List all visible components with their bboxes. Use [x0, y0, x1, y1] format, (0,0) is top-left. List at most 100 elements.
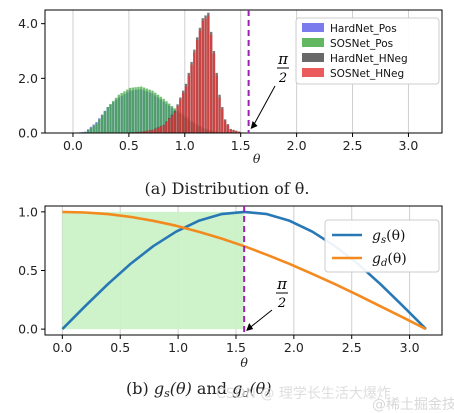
hist-bar: [204, 18, 207, 134]
hist-bar: [103, 111, 107, 133]
legend-label-base: g: [372, 228, 381, 244]
legend-label-sub: s: [381, 235, 386, 246]
legend-label-sub: d: [381, 258, 387, 269]
legend-label: gs(θ): [372, 228, 405, 246]
x-tick-label: 3.0: [399, 138, 419, 153]
y-tick-label: 0.0: [18, 126, 38, 141]
legend: [295, 17, 440, 85]
legend-label-arg: (θ): [386, 228, 405, 244]
annotation-denominator: 2: [277, 296, 286, 311]
watermark-small: @稀土掘金技术社区: [372, 397, 454, 413]
hist-bar: [89, 127, 93, 133]
hist-bar: [187, 75, 190, 133]
hist-bar: [100, 115, 104, 133]
caption-b-prefix: (b): [126, 379, 154, 398]
hist-bar: [142, 87, 146, 133]
hist-bar: [215, 75, 218, 133]
hist-bar: [181, 93, 185, 133]
shaded-region: [62, 211, 245, 330]
hist-bar: [159, 126, 163, 133]
hist-bar: [198, 30, 202, 133]
hist-bar: [86, 129, 90, 133]
hist-bar: [170, 115, 174, 133]
legend-label-arg: (θ): [387, 251, 406, 267]
x-axis-label: θ: [253, 151, 261, 166]
caption-a: (a) Distribution of θ.: [145, 179, 310, 198]
annotation-numerator: π: [276, 275, 288, 293]
hist-bar: [168, 118, 171, 133]
x-axis-label: θ: [240, 355, 248, 370]
hist-bar: [151, 90, 154, 133]
legend-swatch: [302, 53, 324, 62]
hist-bar: [195, 40, 199, 133]
legend-label: HardNet_Pos: [330, 23, 397, 35]
hist-bar: [193, 52, 196, 133]
hist-bar: [120, 93, 123, 133]
legend-swatch: [302, 68, 324, 77]
annotation-arrow: [252, 85, 276, 128]
x-tick-label: 2.5: [342, 340, 362, 355]
hist-bar: [95, 123, 98, 133]
x-tick-label: 1.0: [168, 340, 188, 355]
y-tick-label: 2.0: [18, 71, 38, 86]
hist-bar: [151, 130, 154, 133]
hist-bar: [162, 98, 165, 133]
hist-bar: [207, 15, 210, 133]
hist-bar: [235, 131, 238, 133]
hist-bar: [142, 131, 146, 133]
legend-label: gd(θ): [372, 251, 407, 269]
annotation-arrowhead: [246, 323, 254, 331]
x-tick-label: 0.5: [110, 340, 130, 355]
hist-bar: [237, 131, 241, 133]
hist-bar: [140, 86, 143, 133]
plot-frame: [44, 9, 443, 134]
hist-bar: [117, 94, 121, 133]
annotation-numerator: π: [277, 50, 289, 68]
hist-bar: [145, 88, 149, 133]
hist-bar: [112, 100, 115, 133]
hist-bar: [212, 53, 216, 133]
hist-bar: [156, 94, 160, 133]
annotation-arrow: [247, 309, 273, 330]
hist-bar: [165, 101, 168, 133]
hist-bar: [154, 92, 157, 133]
legend-swatch: [302, 38, 324, 47]
hist-bar: [209, 34, 213, 133]
caption-b-s2: d: [242, 387, 249, 400]
hist-bar: [134, 87, 137, 133]
x-tick-label: 1.5: [226, 340, 246, 355]
hist-bar: [109, 103, 112, 133]
caption-b-arg1: (θ): [170, 379, 192, 398]
hist-bar: [123, 91, 126, 133]
hist-bar: [165, 122, 168, 133]
hist-bar: [156, 127, 160, 133]
x-tick-label: 0.5: [119, 138, 139, 153]
hist-bar: [148, 130, 151, 133]
hist-bar: [145, 131, 149, 133]
hist-bar: [140, 131, 143, 133]
hist-bar: [190, 64, 193, 133]
hist-bar: [201, 20, 204, 133]
y-tick-label: 1.0: [18, 204, 38, 219]
hist-bar: [126, 89, 129, 133]
hist-bar: [131, 87, 135, 133]
hist-bar: [221, 109, 224, 133]
hist-bar: [137, 86, 140, 133]
x-tick-label: 0.0: [52, 340, 72, 355]
hist-bar: [226, 125, 230, 133]
hist-bar: [162, 125, 165, 133]
hist-bar: [114, 97, 118, 133]
caption-b-and: and: [192, 379, 232, 398]
y-tick-label: 0.0: [18, 322, 38, 337]
legend-label: SOSNet_Pos: [330, 38, 393, 50]
hist-bar: [232, 130, 235, 133]
x-tick-label: 2.0: [287, 138, 307, 153]
x-tick-label: 0.0: [63, 138, 83, 153]
legend-label: HardNet_HNeg: [330, 53, 408, 65]
hist-bar: [106, 107, 109, 133]
legend-label-base: g: [372, 251, 381, 267]
hist-bar: [154, 129, 157, 133]
watermark: CSDN @ 理学长生活大爆炸: [216, 386, 391, 402]
hist-bar: [148, 89, 151, 133]
legend-label: SOSNet_HNeg: [330, 68, 404, 80]
